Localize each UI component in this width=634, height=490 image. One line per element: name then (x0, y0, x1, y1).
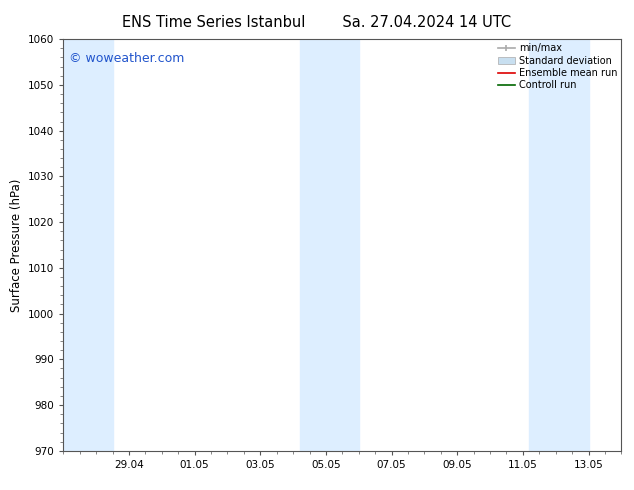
Text: © woweather.com: © woweather.com (69, 51, 184, 65)
Y-axis label: Surface Pressure (hPa): Surface Pressure (hPa) (10, 178, 23, 312)
Bar (300, 39, 359, 451)
Bar (529, 39, 588, 451)
Text: ENS Time Series Istanbul        Sa. 27.04.2024 14 UTC: ENS Time Series Istanbul Sa. 27.04.2024 … (122, 15, 512, 30)
Bar (63, 39, 113, 451)
Legend: min/max, Standard deviation, Ensemble mean run, Controll run: min/max, Standard deviation, Ensemble me… (496, 41, 619, 92)
